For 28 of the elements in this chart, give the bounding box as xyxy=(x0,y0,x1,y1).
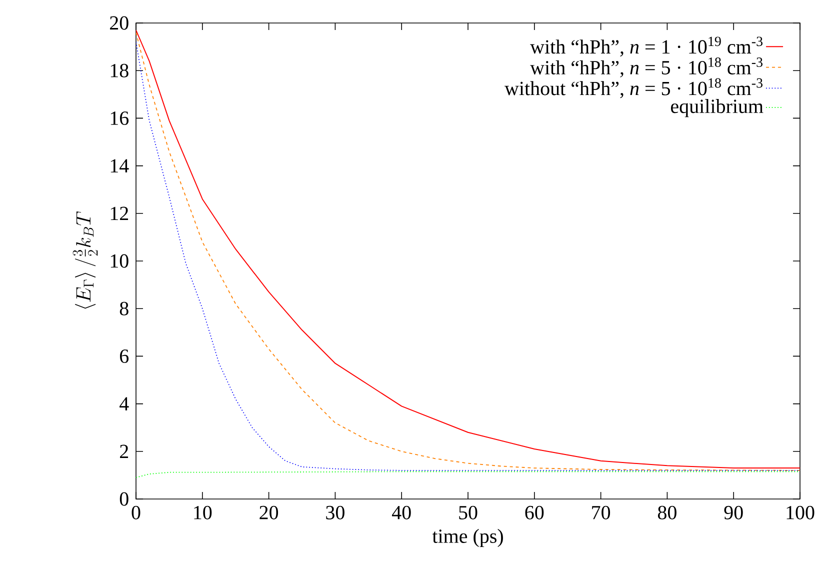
x-tick-label: 0 xyxy=(132,506,140,520)
x-tick-label: 20 xyxy=(260,506,278,520)
y-tick-label: 4 xyxy=(120,397,129,410)
y-axis-title: $\langle E_\Gamma \rangle\,/\tfrac{3}{2} k_B T$ xyxy=(72,212,98,309)
x-axis-title: time (ps) xyxy=(432,528,503,548)
y-tick-label: 12 xyxy=(110,206,128,220)
legend-label: without “hPh”, n = 5 · 10$^{18}$ cm$^{-3}$ xyxy=(504,78,762,98)
x-tick-label: 40 xyxy=(392,506,411,520)
x-tick-label: 50 xyxy=(459,506,478,520)
y-tick-label: 10 xyxy=(110,254,128,268)
y-tick-label: 14 xyxy=(110,159,129,172)
y-tick-label: 2 xyxy=(120,444,128,458)
y-tick-label: 8 xyxy=(120,302,128,316)
y-tick-label: 20 xyxy=(110,16,128,30)
legend-label: with “hPh”, n = 1 · 10$^{19}$ cm$^{-3}$ xyxy=(530,36,762,57)
x-tick-label: 60 xyxy=(525,506,544,520)
y-tick-label: 16 xyxy=(110,111,129,125)
y-tick-label: 18 xyxy=(110,64,128,78)
x-tick-label: 70 xyxy=(592,506,610,520)
y-tick-label: 6 xyxy=(120,349,129,363)
y-tick-label: 0 xyxy=(120,492,128,506)
legend-label: with “hPh”, n = 5 · 10$^{18}$ cm$^{-3}$ xyxy=(530,57,762,78)
x-tick-label: 80 xyxy=(658,506,676,520)
x-tick-label: 90 xyxy=(724,506,743,520)
legend-label: equilibrium xyxy=(670,99,764,118)
x-tick-label: 100 xyxy=(786,506,814,520)
x-tick-label: 10 xyxy=(194,506,212,520)
x-tick-label: 30 xyxy=(326,506,344,520)
